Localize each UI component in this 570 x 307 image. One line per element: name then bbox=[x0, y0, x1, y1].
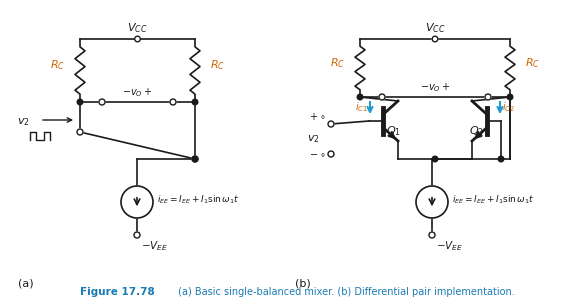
Text: $V_{CC}$: $V_{CC}$ bbox=[127, 21, 148, 35]
Circle shape bbox=[135, 36, 140, 42]
Circle shape bbox=[432, 156, 438, 162]
Text: $v_2$: $v_2$ bbox=[307, 133, 320, 145]
Text: Figure 17.78: Figure 17.78 bbox=[80, 287, 154, 297]
Text: $i_{C2}$: $i_{C2}$ bbox=[502, 100, 515, 114]
Circle shape bbox=[192, 156, 198, 162]
Text: $- \circ$: $- \circ$ bbox=[310, 149, 326, 159]
Text: $R_C$: $R_C$ bbox=[210, 59, 225, 72]
Text: $i_{EE} = I_{EE} + I_1 \sin \omega_1 t$: $i_{EE} = I_{EE} + I_1 \sin \omega_1 t$ bbox=[157, 194, 239, 206]
Circle shape bbox=[121, 186, 153, 218]
Text: $+ \circ$: $+ \circ$ bbox=[310, 111, 326, 122]
Circle shape bbox=[192, 99, 198, 105]
Text: $R_C$: $R_C$ bbox=[330, 56, 345, 70]
Text: $i_{C1}$: $i_{C1}$ bbox=[355, 100, 368, 114]
Text: $V_{CC}$: $V_{CC}$ bbox=[425, 21, 445, 35]
Text: (a) Basic single-balanced mixer. (b) Differential pair implementation.: (a) Basic single-balanced mixer. (b) Dif… bbox=[175, 287, 515, 297]
Circle shape bbox=[192, 156, 198, 162]
Circle shape bbox=[507, 94, 513, 100]
Circle shape bbox=[429, 232, 435, 238]
Circle shape bbox=[170, 99, 176, 105]
Circle shape bbox=[77, 129, 83, 135]
Text: $v_2$: $v_2$ bbox=[17, 116, 30, 128]
Text: $Q_2$: $Q_2$ bbox=[469, 124, 484, 138]
Text: $R_C$: $R_C$ bbox=[525, 56, 540, 70]
Text: $i_{EE} = I_{EE} + I_1 \sin \omega_1 t$: $i_{EE} = I_{EE} + I_1 \sin \omega_1 t$ bbox=[452, 194, 535, 206]
Text: $-V_{EE}$: $-V_{EE}$ bbox=[436, 239, 463, 253]
Circle shape bbox=[134, 232, 140, 238]
Circle shape bbox=[485, 94, 491, 100]
Text: $Q_1$: $Q_1$ bbox=[386, 124, 401, 138]
Circle shape bbox=[498, 156, 504, 162]
Text: $- v_O +$: $- v_O +$ bbox=[122, 86, 153, 99]
Text: $R_C$: $R_C$ bbox=[50, 59, 65, 72]
Circle shape bbox=[77, 99, 83, 105]
Circle shape bbox=[432, 36, 438, 42]
Circle shape bbox=[99, 99, 105, 105]
Circle shape bbox=[379, 94, 385, 100]
Circle shape bbox=[416, 186, 448, 218]
Text: $- v_O +$: $- v_O +$ bbox=[420, 81, 450, 94]
Text: $-V_{EE}$: $-V_{EE}$ bbox=[141, 239, 168, 253]
Circle shape bbox=[328, 121, 334, 127]
Circle shape bbox=[357, 94, 363, 100]
Circle shape bbox=[328, 151, 334, 157]
Text: (a): (a) bbox=[18, 279, 34, 289]
Text: (b): (b) bbox=[295, 279, 311, 289]
